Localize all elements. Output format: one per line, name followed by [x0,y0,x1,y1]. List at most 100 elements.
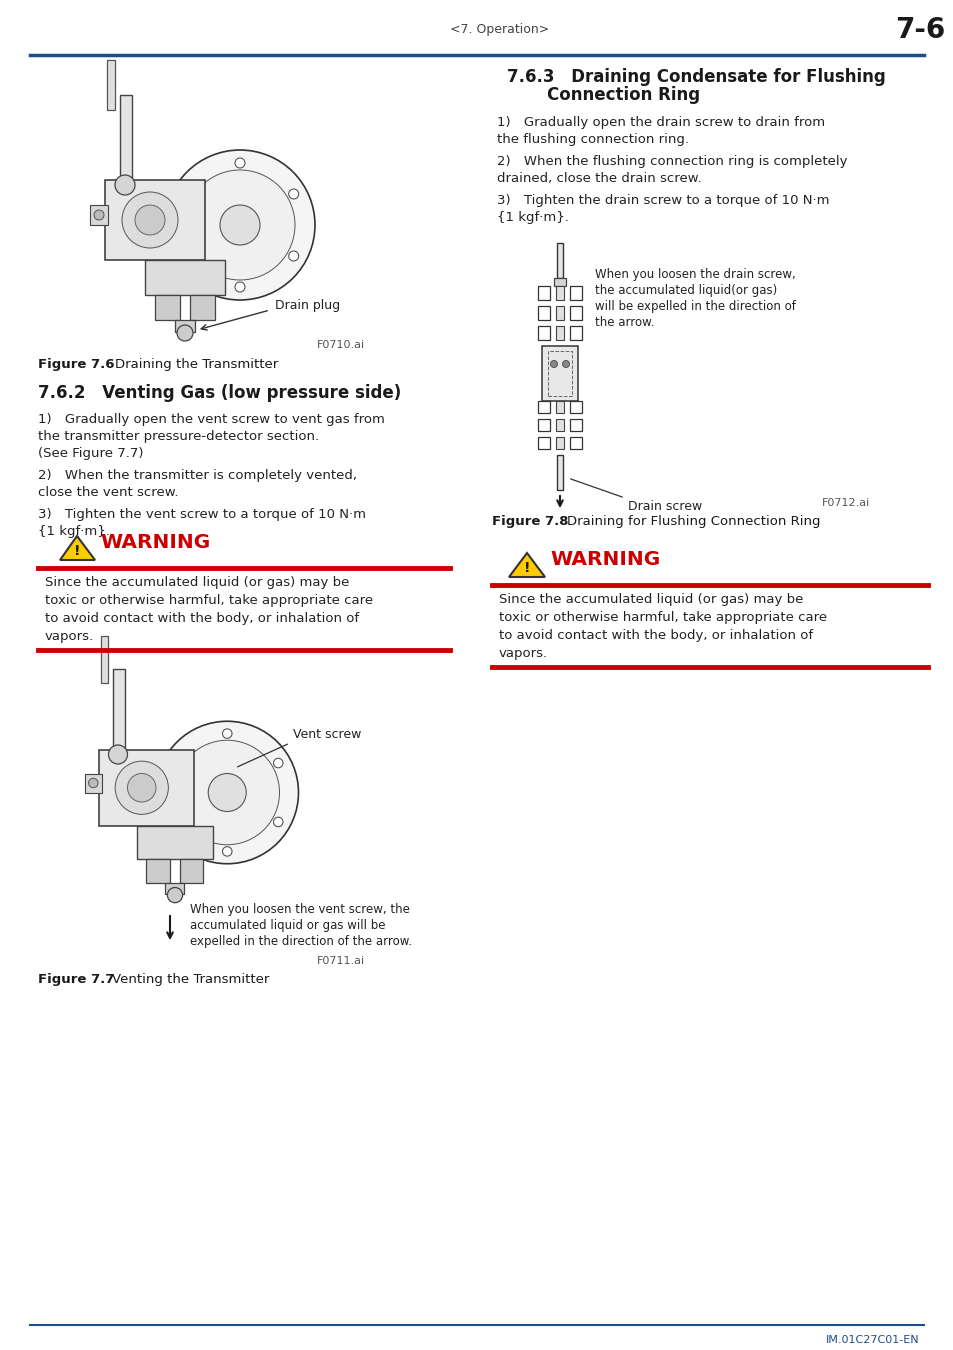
Circle shape [274,759,283,768]
Circle shape [289,251,298,261]
Text: vapors.: vapors. [498,647,548,660]
Circle shape [181,189,192,198]
Bar [145,261,225,296]
Text: 7-6: 7-6 [894,16,944,45]
Circle shape [289,189,298,198]
Text: Connection Ring: Connection Ring [546,86,700,104]
Text: to avoid contact with the body, or inhalation of: to avoid contact with the body, or inhal… [498,629,812,643]
Text: 3)  Tighten the drain screw to a torque of 10 N·m: 3) Tighten the drain screw to a torque o… [497,194,828,207]
Text: the arrow.: the arrow. [595,316,654,329]
Polygon shape [60,536,95,560]
Text: (See Figure 7.7): (See Figure 7.7) [38,447,143,460]
Bar [537,437,550,450]
Circle shape [172,759,181,768]
Text: the accumulated liquid(or gas): the accumulated liquid(or gas) [595,284,777,297]
Circle shape [177,325,193,342]
Circle shape [165,150,314,300]
Bar [179,859,203,883]
Bar [556,437,563,450]
Circle shape [115,761,168,814]
Bar [137,826,213,859]
Circle shape [115,176,135,194]
Bar [556,286,563,300]
Bar [557,243,562,278]
Text: accumulated liquid or gas will be: accumulated liquid or gas will be [190,919,385,931]
Text: WARNING: WARNING [100,533,210,552]
Text: 7.6.3  Draining Condensate for Flushing: 7.6.3 Draining Condensate for Flushing [506,68,884,86]
Text: expelled in the direction of the arrow.: expelled in the direction of the arrow. [190,936,412,948]
Bar [537,286,550,300]
Circle shape [109,745,128,764]
Bar [537,325,550,340]
Circle shape [135,205,165,235]
Bar [569,286,581,300]
Text: Since the accumulated liquid (or gas) may be: Since the accumulated liquid (or gas) ma… [45,576,349,589]
Text: 3)  Tighten the vent screw to a torque of 10 N·m: 3) Tighten the vent screw to a torque of… [38,508,366,521]
Text: Drain plug: Drain plug [274,298,340,312]
Text: toxic or otherwise harmful, take appropriate care: toxic or otherwise harmful, take appropr… [45,594,373,608]
Text: 2)  When the transmitter is completely vented,: 2) When the transmitter is completely ve… [38,468,356,482]
Bar [165,883,184,894]
Bar [101,636,109,683]
Bar [105,180,205,261]
Text: toxic or otherwise harmful, take appropriate care: toxic or otherwise harmful, take appropr… [498,612,826,624]
Bar [154,296,180,320]
Text: WARNING: WARNING [550,549,659,568]
Bar [556,401,563,413]
Circle shape [234,282,245,292]
Bar [547,351,572,396]
Bar [113,670,125,755]
Text: 1)  Gradually open the vent screw to vent gas from: 1) Gradually open the vent screw to vent… [38,413,384,427]
Bar [99,749,193,826]
Circle shape [174,740,279,845]
Bar [569,306,581,320]
Circle shape [156,721,298,864]
Text: When you loosen the drain screw,: When you loosen the drain screw, [595,269,795,281]
Bar [554,278,565,286]
Circle shape [122,192,178,248]
Circle shape [222,846,232,856]
Bar [537,401,550,413]
Circle shape [172,817,181,826]
Circle shape [94,211,104,220]
Text: to avoid contact with the body, or inhalation of: to avoid contact with the body, or inhal… [45,612,358,625]
Circle shape [181,251,192,261]
Text: F0710.ai: F0710.ai [316,340,365,350]
Circle shape [167,887,182,903]
Polygon shape [509,554,544,576]
Circle shape [234,158,245,167]
Text: Draining the Transmitter: Draining the Transmitter [115,358,278,371]
Text: !: ! [73,544,80,558]
Text: close the vent screw.: close the vent screw. [38,486,178,500]
Circle shape [185,170,294,279]
Bar [541,346,578,401]
Text: will be expelled in the direction of: will be expelled in the direction of [595,300,795,313]
Bar [569,437,581,450]
Circle shape [274,817,283,826]
Text: Vent screw: Vent screw [293,729,361,741]
Text: Figure 7.7: Figure 7.7 [38,973,114,985]
Text: F0712.ai: F0712.ai [821,498,869,508]
Bar [557,455,562,490]
Bar [556,306,563,320]
Text: {1 kgf·m}.: {1 kgf·m}. [38,525,110,539]
Bar [556,325,563,340]
Text: 7.6.2  Venting Gas (low pressure side): 7.6.2 Venting Gas (low pressure side) [38,383,401,402]
Text: Figure 7.8: Figure 7.8 [492,514,568,528]
Text: When you loosen the vent screw, the: When you loosen the vent screw, the [190,903,410,917]
Text: 2)  When the flushing connection ring is completely: 2) When the flushing connection ring is … [497,155,846,167]
Text: IM.01C27C01-EN: IM.01C27C01-EN [825,1335,919,1345]
Bar [537,418,550,431]
Text: {1 kgf·m}.: {1 kgf·m}. [497,211,568,224]
Text: !: ! [523,562,530,575]
Bar [120,95,132,185]
Bar [147,859,170,883]
Text: Draining for Flushing Connection Ring: Draining for Flushing Connection Ring [566,514,820,528]
Circle shape [222,729,232,738]
Bar [107,59,115,109]
Text: Drain screw: Drain screw [627,500,701,513]
Text: the flushing connection ring.: the flushing connection ring. [497,134,688,146]
Text: the transmitter pressure-detector section.: the transmitter pressure-detector sectio… [38,431,319,443]
Bar [569,418,581,431]
Circle shape [208,774,246,811]
